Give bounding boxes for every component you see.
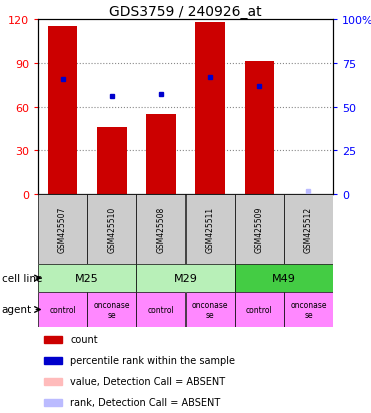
Bar <box>186 292 235 327</box>
Text: GSM425511: GSM425511 <box>206 206 214 252</box>
Text: cell line: cell line <box>2 273 42 283</box>
Text: GSM425509: GSM425509 <box>255 206 264 253</box>
Text: onconase
se: onconase se <box>192 300 228 319</box>
Bar <box>244 62 274 195</box>
Bar <box>44 357 62 364</box>
Bar <box>235 195 284 264</box>
Text: rank, Detection Call = ABSENT: rank, Detection Call = ABSENT <box>70 398 221 408</box>
Text: M29: M29 <box>174 273 197 283</box>
Bar <box>284 292 333 327</box>
Text: count: count <box>70 335 98 345</box>
Text: percentile rank within the sample: percentile rank within the sample <box>70 356 236 366</box>
Title: GDS3759 / 240926_at: GDS3759 / 240926_at <box>109 5 262 19</box>
Bar <box>87 292 136 327</box>
Text: onconase
se: onconase se <box>93 300 130 319</box>
Bar <box>196 23 225 195</box>
Bar <box>38 264 136 292</box>
Text: GSM425508: GSM425508 <box>157 206 165 252</box>
Bar <box>44 378 62 385</box>
Bar <box>136 195 186 264</box>
Bar <box>146 114 175 195</box>
Bar <box>38 292 87 327</box>
Text: control: control <box>246 305 273 314</box>
Text: GSM425512: GSM425512 <box>304 206 313 252</box>
Text: M25: M25 <box>75 273 99 283</box>
Bar <box>136 264 235 292</box>
Text: M49: M49 <box>272 273 296 283</box>
Bar <box>44 336 62 343</box>
Text: control: control <box>49 305 76 314</box>
Bar <box>136 292 186 327</box>
Bar <box>38 195 87 264</box>
Text: GSM425510: GSM425510 <box>107 206 116 252</box>
Text: onconase
se: onconase se <box>290 300 327 319</box>
Bar <box>97 128 127 195</box>
Text: agent: agent <box>2 305 32 315</box>
Text: control: control <box>148 305 174 314</box>
Bar <box>48 27 77 195</box>
Bar <box>186 195 235 264</box>
Bar <box>284 195 333 264</box>
Text: value, Detection Call = ABSENT: value, Detection Call = ABSENT <box>70 377 226 387</box>
Bar <box>235 292 284 327</box>
Text: GSM425507: GSM425507 <box>58 206 67 253</box>
Bar <box>44 399 62 406</box>
Bar <box>87 195 136 264</box>
Bar <box>235 264 333 292</box>
